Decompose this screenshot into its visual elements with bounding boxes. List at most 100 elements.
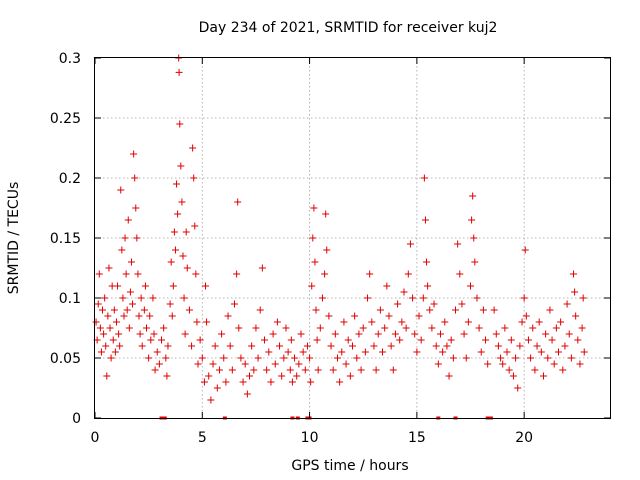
data-point [137,294,145,302]
data-point [311,258,319,266]
data-point [533,342,541,350]
data-point [454,240,462,248]
y-tick-labels: 0 0.05 0.1 0.15 0.2 0.25 0.3 [50,51,81,427]
data-point [254,354,262,362]
data-point [250,366,258,374]
grid-lines [95,58,610,418]
data-point [218,330,226,338]
data-point [267,378,275,386]
data-point [579,294,587,302]
data-point [230,300,238,308]
data-point [106,324,114,332]
data-point [176,120,184,128]
data-point [346,372,354,380]
data-point [252,324,260,332]
data-point [258,264,266,272]
data-point [542,330,550,338]
data-point [280,354,288,362]
data-point [209,360,217,368]
data-point [559,366,567,374]
data-point [477,348,485,356]
data-point [402,324,410,332]
data-point [432,342,440,350]
data-point [535,318,543,326]
data-point [539,372,547,380]
data-point [105,264,113,272]
data-point [147,336,155,344]
data-point [509,372,517,380]
data-point [387,342,395,350]
data-point [464,318,472,326]
data-point [436,330,444,338]
data-point [101,294,109,302]
data-point [555,348,562,356]
data-point [120,312,128,320]
data-point [100,330,108,338]
data-point [234,198,242,206]
data-point [381,324,389,332]
data-point [248,342,256,350]
data-point [522,312,530,320]
data-point [316,324,324,332]
data-point [370,342,378,350]
data-point [168,312,176,320]
y-tick-label: 0.1 [59,291,81,307]
data-point [175,68,183,76]
data-point [276,342,284,350]
data-point [460,330,468,338]
data-point [576,360,584,368]
data-point [121,234,129,242]
data-point [265,348,273,356]
data-point [479,306,487,314]
data-point [318,294,326,302]
data-point [129,300,137,308]
data-point [167,258,175,266]
data-point [561,342,569,350]
data-point [389,366,397,374]
data-point [164,342,172,350]
data-point [114,282,122,290]
data-point [181,330,189,338]
data-point [239,378,247,386]
data-point [383,282,391,290]
data-point [131,174,139,182]
data-point [462,354,470,362]
data-point [104,312,112,320]
data-point [178,198,186,206]
data-point [299,348,307,356]
data-point [563,300,571,308]
data-point [312,306,320,314]
data-point [325,312,333,320]
data-point [327,342,335,350]
data-point [301,366,309,374]
data-point [364,294,372,302]
data-point [173,180,181,188]
data-point [94,300,102,308]
data-point [494,342,502,350]
data-point [222,378,230,386]
data-point [353,354,361,362]
data-point [125,324,133,332]
data-point [578,324,586,332]
data-point [136,330,144,338]
data-point [278,372,286,380]
data-point [323,246,331,254]
data-point [394,300,402,308]
data-point [546,306,554,314]
data-point [366,270,374,278]
data-point [361,348,369,356]
x-tick-label: 5 [198,430,207,446]
data-point [134,270,142,278]
data-point [537,348,545,356]
data-point [413,348,421,356]
plot-frame [94,57,611,419]
x-tick-label: 15 [408,430,426,446]
axis-ticks [94,57,610,419]
data-point [203,318,211,326]
data-point [385,312,393,320]
data-point [196,336,204,344]
data-point [470,234,478,242]
data-point [263,366,271,374]
data-point [191,222,199,230]
